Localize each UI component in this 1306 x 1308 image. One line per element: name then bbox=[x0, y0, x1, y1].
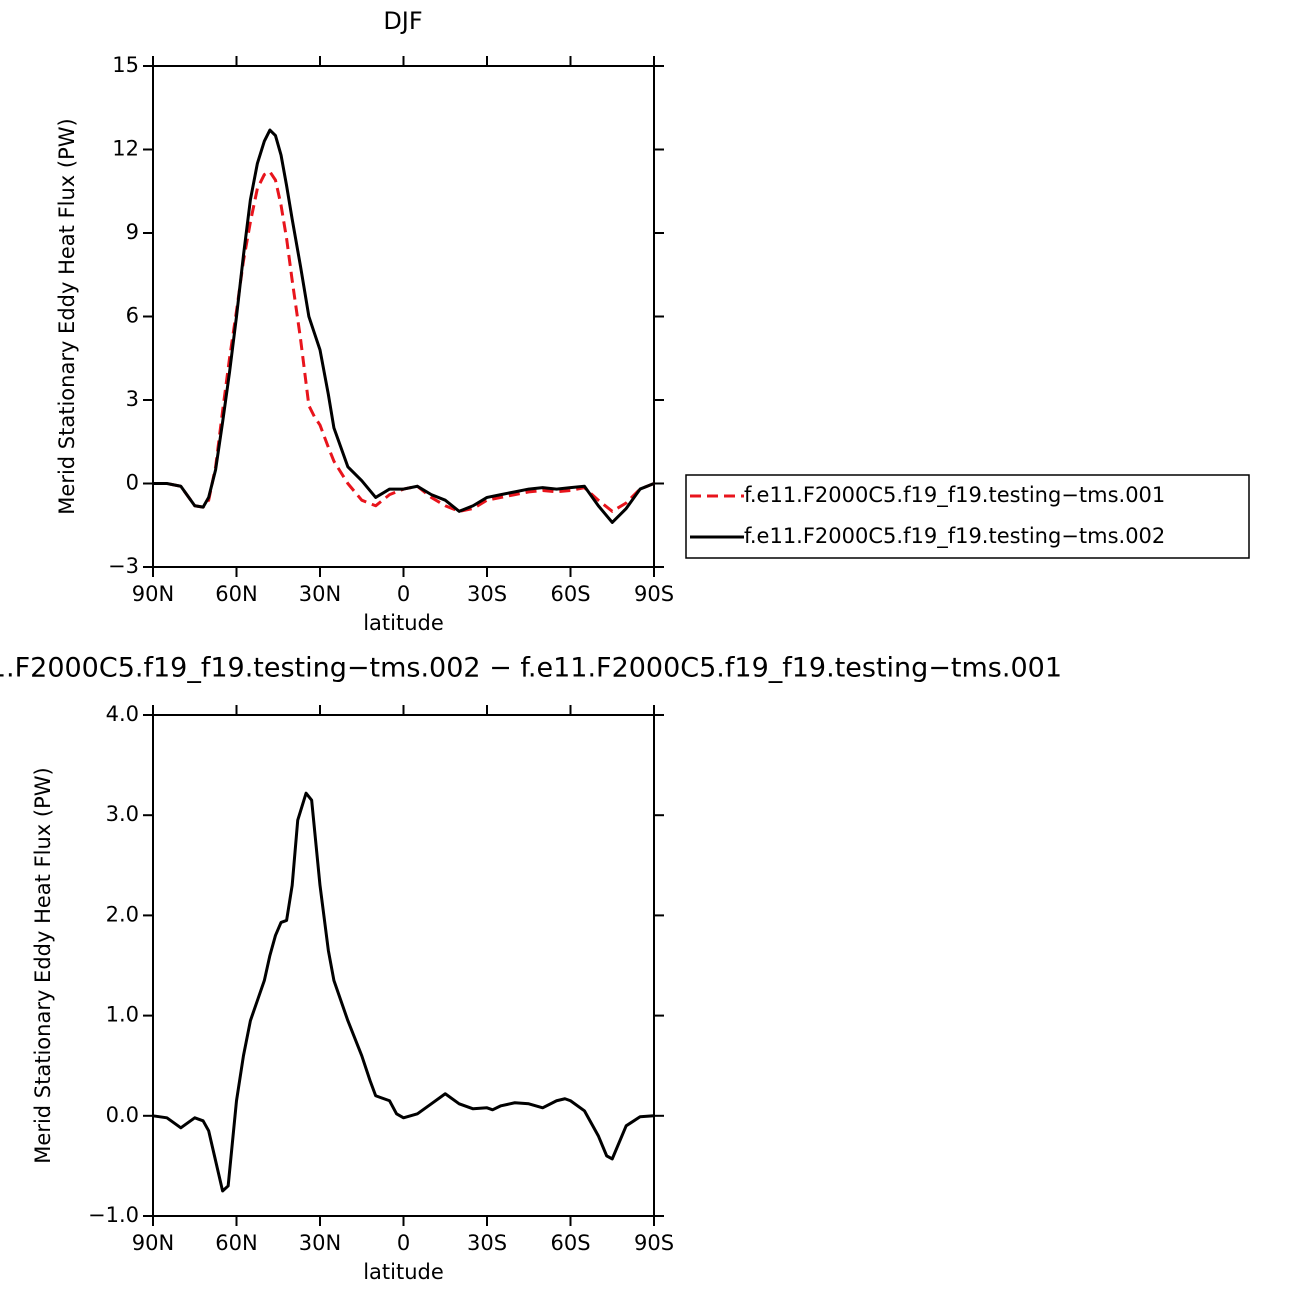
x-tick-label: 60S bbox=[550, 1231, 590, 1255]
legend-label: f.e11.F2000C5.f19_f19.testing−tms.001 bbox=[744, 483, 1165, 508]
y-axis-label: Merid Stationary Eddy Heat Flux (PW) bbox=[55, 118, 79, 514]
chart-title: DJF bbox=[383, 7, 422, 35]
legend-box bbox=[685, 474, 1250, 559]
x-tick-label: 60N bbox=[215, 1231, 257, 1255]
data-line bbox=[152, 791, 655, 1193]
x-tick-label: 60S bbox=[550, 582, 590, 606]
x-tick-label: 90S bbox=[634, 582, 674, 606]
x-axis-label: latitude bbox=[363, 1260, 444, 1284]
data-line bbox=[153, 170, 655, 513]
y-tick-label: 0 bbox=[126, 471, 139, 495]
y-tick-label: 2.0 bbox=[106, 902, 139, 926]
x-tick-label: 0 bbox=[397, 1231, 410, 1255]
y-tick-label: −3 bbox=[108, 554, 139, 578]
x-axis-label: latitude bbox=[363, 611, 444, 635]
y-tick-label: 9 bbox=[126, 220, 139, 244]
y-tick-label: 6 bbox=[126, 304, 139, 328]
x-tick-label: 30N bbox=[299, 582, 341, 606]
x-tick-label: 90S bbox=[634, 1231, 674, 1255]
x-tick-label: 60N bbox=[215, 582, 257, 606]
x-tick-label: 30S bbox=[467, 582, 507, 606]
y-tick-label: 3 bbox=[126, 387, 139, 411]
x-tick-label: 0 bbox=[397, 582, 410, 606]
y-tick-label: −1.0 bbox=[88, 1203, 139, 1227]
y-axis-label: Merid Stationary Eddy Heat Flux (PW) bbox=[31, 767, 55, 1163]
y-tick-label: 15 bbox=[112, 53, 139, 77]
data-line bbox=[153, 128, 655, 524]
x-tick-label: 90N bbox=[132, 1231, 174, 1255]
y-tick-label: 0.0 bbox=[106, 1103, 139, 1127]
chart-title: f.e11.F2000C5.f19_f19.testing−tms.002 − … bbox=[0, 653, 1062, 684]
legend-label: f.e11.F2000C5.f19_f19.testing−tms.002 bbox=[744, 524, 1165, 549]
x-tick-label: 90N bbox=[132, 582, 174, 606]
y-tick-label: 1.0 bbox=[106, 1003, 139, 1027]
plot-frame bbox=[152, 714, 655, 1217]
y-tick-label: 4.0 bbox=[106, 702, 139, 726]
x-tick-label: 30N bbox=[299, 1231, 341, 1255]
plot-frame bbox=[152, 65, 655, 568]
x-tick-label: 30S bbox=[467, 1231, 507, 1255]
y-tick-label: 12 bbox=[112, 137, 139, 161]
y-tick-label: 3.0 bbox=[106, 802, 139, 826]
